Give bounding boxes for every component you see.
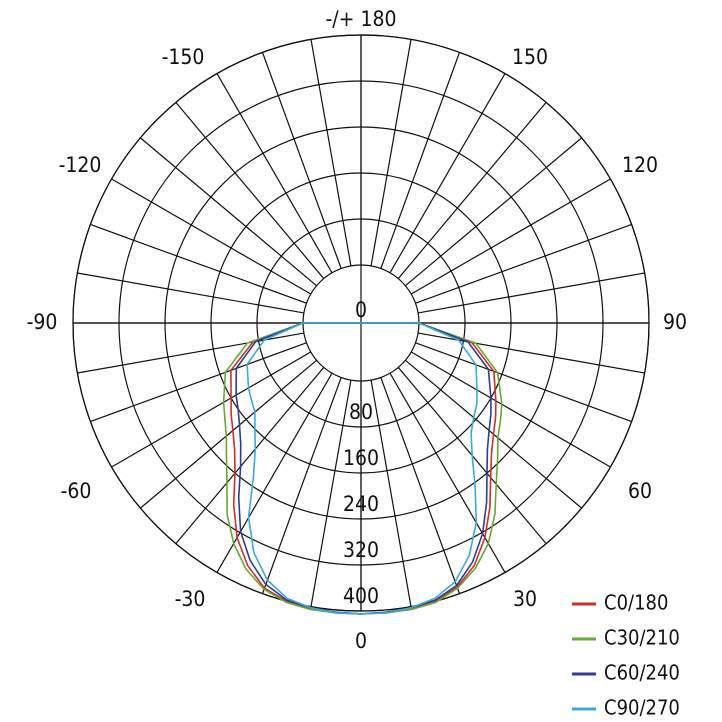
spoke-260 xyxy=(77,272,304,314)
radial-tick-label-240: 240 xyxy=(343,492,379,516)
spoke-160 xyxy=(380,52,461,269)
spoke-30 xyxy=(389,372,506,573)
angle-label-30: 30 xyxy=(513,587,537,611)
spoke-190 xyxy=(310,39,352,266)
radial-tick-label-80: 80 xyxy=(349,400,373,424)
angle-label-120: 120 xyxy=(622,153,658,177)
angle-label-neg60: -60 xyxy=(61,479,92,503)
radial-tick-label-160: 160 xyxy=(343,446,379,470)
spoke-120 xyxy=(410,178,611,295)
spoke-130 xyxy=(405,137,583,287)
spoke-290 xyxy=(90,342,307,423)
spoke-320 xyxy=(175,367,325,545)
radial-tick-label-400: 400 xyxy=(343,584,379,608)
spoke-330 xyxy=(216,372,333,573)
legend-label-C30-210: C30/210 xyxy=(604,626,680,650)
spoke-150 xyxy=(389,73,506,274)
spoke-200 xyxy=(261,52,342,269)
spoke-20 xyxy=(380,377,461,594)
spoke-140 xyxy=(397,101,547,279)
legend-label-C60-240: C60/240 xyxy=(604,661,680,685)
angle-label-180: -/+ 180 xyxy=(325,7,396,31)
spoke-300 xyxy=(111,351,312,468)
spoke-60 xyxy=(410,351,611,468)
spoke-100 xyxy=(418,272,645,314)
legend-label-C0-180: C0/180 xyxy=(604,591,668,615)
series-line-C90-270 xyxy=(246,322,478,615)
angle-label-60: 60 xyxy=(628,479,652,503)
spoke-210 xyxy=(216,73,333,274)
radial-tick-label-0: 0 xyxy=(355,298,367,322)
angle-label-neg90: -90 xyxy=(27,310,58,334)
angle-label-neg30: -30 xyxy=(175,587,206,611)
spoke-170 xyxy=(370,39,412,266)
angle-label-neg150: -150 xyxy=(162,45,205,69)
spoke-80 xyxy=(418,332,645,374)
angle-label-0: 0 xyxy=(355,629,367,653)
radial-tick-label-320: 320 xyxy=(343,538,379,562)
spoke-280 xyxy=(77,332,304,374)
spoke-230 xyxy=(139,137,317,287)
label-layer: 0 30 60 90 120 150 -/+ 180 -150 -120 -90 -60 -30 0 80… xyxy=(27,7,687,653)
spoke-340 xyxy=(261,377,342,594)
spoke-350 xyxy=(310,380,352,607)
angle-label-90: 90 xyxy=(663,310,687,334)
legend-label-C90-270: C90/270 xyxy=(604,696,680,720)
angle-label-neg120: -120 xyxy=(59,153,102,177)
angle-label-150: 150 xyxy=(512,45,548,69)
spoke-310 xyxy=(139,359,317,509)
spoke-10 xyxy=(370,380,412,607)
spoke-110 xyxy=(415,223,632,304)
spoke-220 xyxy=(175,101,325,279)
spoke-70 xyxy=(415,342,632,423)
spoke-250 xyxy=(90,223,307,304)
legend: C0/180 C30/210 C60/240 C90/270 xyxy=(572,591,680,720)
series-layer xyxy=(222,322,503,615)
spoke-240 xyxy=(111,178,312,295)
